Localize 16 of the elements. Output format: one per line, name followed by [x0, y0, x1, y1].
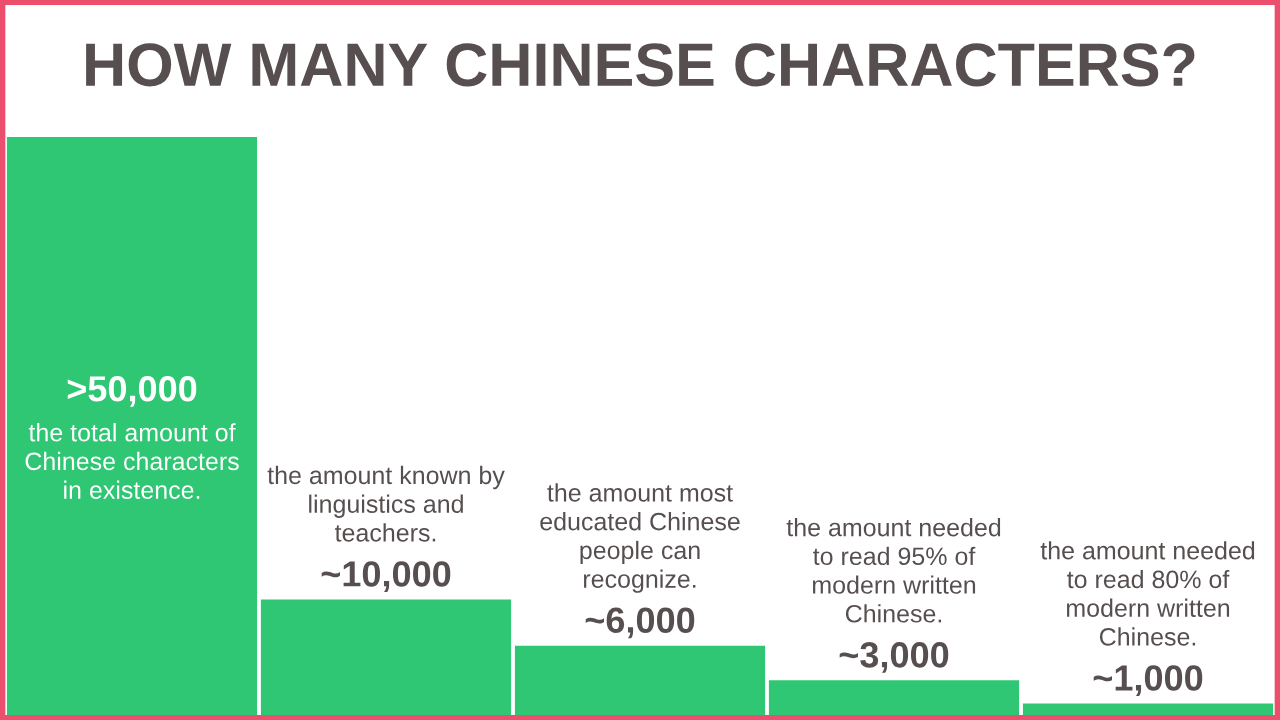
data-label: ~1,000 [1093, 665, 1203, 696]
bar [1022, 703, 1274, 715]
x-tick-label: the amount known by linguistics and teachers. [267, 465, 505, 542]
chart-title: HOW MANY CHINESE CHARACTERS? [86, 43, 1195, 87]
x-tick-label: the amount needed to read 95% of modern written Chinese. [786, 518, 1001, 623]
x-tick-label: the amount most educated Chinese people can recognize. [540, 483, 740, 593]
bar [260, 599, 512, 715]
data-label: >50,000 [67, 376, 197, 407]
data-label: ~3,000 [839, 642, 949, 673]
data-label: ~10,000 [321, 561, 451, 592]
x-tick-label: the total amount of Chinese characters in existence. [25, 423, 239, 499]
x-tick-label: the amount needed to read 80% of modern written Chinese. [1040, 541, 1255, 646]
bar [514, 645, 766, 715]
bar [6, 137, 258, 715]
bar [768, 680, 1020, 715]
data-label: ~6,000 [585, 607, 695, 639]
